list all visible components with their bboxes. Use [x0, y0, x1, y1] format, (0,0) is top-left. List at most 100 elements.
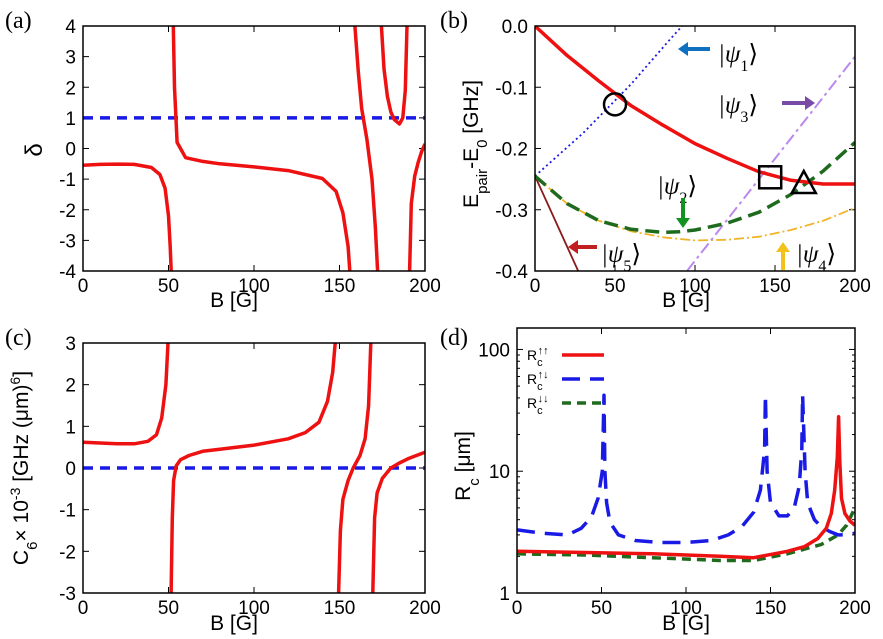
- legend-dd-sup: ↓↓: [538, 393, 549, 405]
- panel-c-curve-3: [336, 343, 373, 593]
- panel-letter-d: (d): [440, 325, 468, 351]
- panel-c-ylabel: C6× 10-3 [GHz (μm)6]: [7, 371, 41, 565]
- label-psi1-sub: 1: [740, 58, 748, 75]
- panel-c-ytick-label: 2: [65, 376, 76, 397]
- panel-c-xtick-label: 100: [238, 598, 270, 619]
- label-psi4-main: |ψ: [796, 241, 819, 268]
- legend-ud-sup: ↑↓: [538, 369, 549, 381]
- legend-ud-label: Rc↑↓: [527, 369, 549, 393]
- panel-a-ytick-label: -3: [59, 231, 76, 252]
- panel-c-ylabel-sub: 6: [24, 542, 41, 550]
- legend-uu-main: R: [527, 347, 537, 363]
- arrow-psi3-head: [805, 96, 815, 110]
- panel-c-ylabel-main: C: [10, 550, 33, 565]
- panel-b: 0 50 100 150 200 0.0 -0.1 -0.2 -0.3 -0.4: [495, 17, 871, 297]
- legend-ud-main: R: [527, 371, 537, 387]
- label-psi2-close: ⟩: [687, 173, 697, 200]
- legend-dd-label: Rc↓↓: [527, 393, 549, 417]
- panel-a-plot-area: [83, 26, 425, 271]
- panel-d-xtick-label: 150: [755, 598, 787, 619]
- panel-a-xtick-label: 150: [324, 276, 356, 297]
- panel-b-psi2-curve: [535, 141, 855, 235]
- panel-a-ytick-label: 0: [65, 140, 76, 161]
- panel-b-ytick-label: -0.3: [495, 201, 528, 222]
- legend-dd-main: R: [527, 395, 537, 411]
- label-psi2-main: |ψ: [657, 173, 680, 200]
- label-psi4-sub: 4: [818, 258, 826, 275]
- arrow-psi2-head: [676, 218, 690, 228]
- panel-a-xtick-label: 100: [238, 276, 270, 297]
- panel-d-xtick-label: 50: [591, 598, 612, 619]
- panel-d-ytick-label: 100: [478, 340, 510, 361]
- panel-b-frame: [534, 25, 856, 272]
- legend-uu-sub: c: [537, 357, 543, 369]
- panel-c-xtick-label: 150: [324, 598, 356, 619]
- panel-b-plot-area: [535, 26, 855, 271]
- legend-dd-sub: c: [537, 405, 543, 417]
- panel-d-ylabel-unit: [μm]: [452, 431, 475, 478]
- panel-a-ylabel: δ: [21, 143, 48, 156]
- panel-d-xtick-label: 0: [512, 598, 523, 619]
- panel-d-curve-ud: [517, 393, 855, 545]
- panel-b-marker-square: [757, 165, 783, 190]
- panel-c-plot-area: [83, 343, 425, 593]
- label-psi4-close: ⟩: [826, 241, 836, 268]
- arrow-psi1-head: [678, 42, 688, 56]
- arrow-psi5-head: [568, 240, 578, 254]
- panel-c-xtick-label: 50: [158, 598, 179, 619]
- panel-c-ylabel-unit: [GHz (μm): [10, 385, 33, 488]
- label-psi5-sub: 5: [623, 258, 631, 275]
- panel-b-xtick-label: 50: [604, 276, 625, 297]
- panel-b-ylabel-sub1: pair: [474, 169, 491, 194]
- panel-b-xtick-label: 150: [759, 276, 791, 297]
- panel-a-xlabel: B [G]: [210, 289, 258, 312]
- panel-b-ytick-label: -0.2: [495, 140, 528, 161]
- panel-c-ytick-label: 0: [65, 459, 76, 480]
- panel-d-ylabel-main: R: [452, 486, 475, 501]
- label-psi3: |ψ3⟩: [718, 92, 758, 126]
- panel-c-frame: [82, 342, 426, 594]
- legend-uu-label: Rc↑↑: [527, 345, 549, 369]
- panel-a-ytick-label: 1: [65, 109, 76, 130]
- label-psi4: |ψ4⟩: [796, 241, 836, 275]
- label-psi3-sub: 3: [740, 109, 748, 126]
- panel-b-marker-triangle: [789, 168, 818, 195]
- panel-b-ytick-label: 0.0: [502, 17, 528, 38]
- label-psi1-close: ⟩: [748, 41, 758, 68]
- label-psi1-main: |ψ: [718, 41, 741, 68]
- label-psi1: |ψ1⟩: [718, 41, 758, 75]
- panel-d-frame: [516, 327, 856, 594]
- panel-letter-c: (c): [5, 325, 32, 351]
- panel-b-xtick-label: 200: [839, 276, 871, 297]
- panel-b-ytick-label: -0.1: [495, 78, 528, 99]
- panel-d-curve-dd: [517, 507, 855, 563]
- panel-b-ylabel-mid: -E: [460, 148, 483, 169]
- panel-c-curve-4: [371, 450, 425, 593]
- panel-a-curve-3: [353, 26, 380, 271]
- panel-a-xtick-label: 200: [409, 276, 441, 297]
- arrow-psi4-head: [776, 242, 790, 252]
- panel-d-xtick-label: 100: [670, 598, 702, 619]
- panel-c-ylabel-mid: × 10: [10, 500, 33, 541]
- panel-d: 0 50 100 150 200 1 10 100: [478, 327, 871, 619]
- label-psi3-close: ⟩: [748, 92, 758, 119]
- panel-c-xtick-label: 200: [409, 598, 441, 619]
- panel-b-psi5-curve: [535, 175, 580, 271]
- panel-d-xtick-label: 200: [839, 598, 871, 619]
- panel-d-plot-area: [517, 393, 855, 563]
- panel-a-ytick-label: -4: [59, 262, 76, 283]
- panel-a-frame: [82, 25, 426, 272]
- panel-b-arrows: [568, 42, 815, 270]
- panel-b-psi4-curve: [535, 175, 855, 242]
- panel-a-curve-4: [379, 26, 409, 126]
- panel-c-ylabel-end: ]: [10, 371, 33, 377]
- legend-uu-sup: ↑↑: [538, 345, 549, 357]
- panel-a-ytick-label: 4: [65, 17, 76, 38]
- panel-c-ylabel-sup1: -3: [7, 487, 23, 500]
- label-psi3-main: |ψ: [718, 92, 741, 119]
- label-psi5-main: |ψ: [601, 241, 624, 268]
- panel-b-pair-curve: [535, 26, 855, 186]
- panel-a-ytick-label: -1: [59, 170, 76, 191]
- panel-b-ylabel: Epair-E0 [GHz]: [460, 80, 491, 208]
